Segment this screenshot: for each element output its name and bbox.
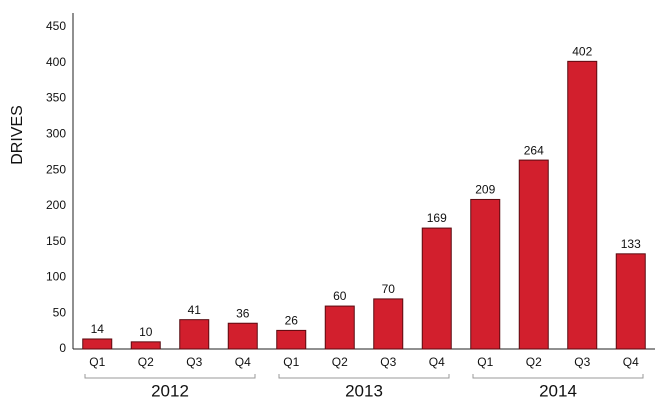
x-tick-label: Q4 [235,355,251,369]
value-label: 264 [524,143,544,157]
x-tick-label: Q3 [186,355,202,369]
x-tick-label: Q2 [138,355,154,369]
group-label: 2012 [151,381,189,400]
y-tick-label: 100 [46,270,66,284]
y-tick-label: 450 [46,19,66,33]
value-label: 14 [91,322,105,336]
x-tick-label: Q1 [477,355,493,369]
bar [276,329,307,350]
x-tick-label: Q4 [429,355,445,369]
value-label: 60 [333,289,347,303]
bar [179,319,210,350]
y-tick-label: 300 [46,127,66,141]
y-tick-label: 250 [46,162,66,176]
bar [130,341,161,350]
value-label: 402 [572,45,592,59]
value-label: 41 [188,303,202,317]
bar [227,322,258,350]
group-bracket [278,374,450,379]
x-tick-label: Q3 [574,355,590,369]
y-tick-label: 200 [46,198,66,212]
group-bracket [84,374,256,379]
x-tick-label: Q2 [526,355,542,369]
bar [373,298,404,350]
bar [615,253,646,350]
value-label: 10 [139,325,153,339]
value-label: 26 [285,314,299,328]
y-tick-label: 400 [46,55,66,69]
group-label: 2013 [345,381,383,400]
x-tick-label: Q2 [332,355,348,369]
group-bracket [472,374,644,379]
x-tick-label: Q1 [283,355,299,369]
value-label: 36 [236,306,250,320]
bar [324,305,355,350]
y-tick-label: 0 [59,341,66,355]
y-axis-label: DRIVES [9,105,26,165]
value-label: 70 [382,282,396,296]
bar [82,338,113,350]
x-tick-label: Q4 [623,355,639,369]
x-tick-label: Q1 [89,355,105,369]
value-label: 133 [621,237,641,251]
value-label: 169 [427,211,447,225]
bar [518,159,549,350]
value-label: 209 [475,183,495,197]
bar [470,198,501,350]
bar [567,60,598,350]
y-tick-label: 350 [46,91,66,105]
group-label: 2014 [539,381,577,400]
y-tick-label: 150 [46,234,66,248]
bar [421,227,452,350]
x-tick-label: Q3 [380,355,396,369]
y-tick-label: 50 [53,305,67,319]
